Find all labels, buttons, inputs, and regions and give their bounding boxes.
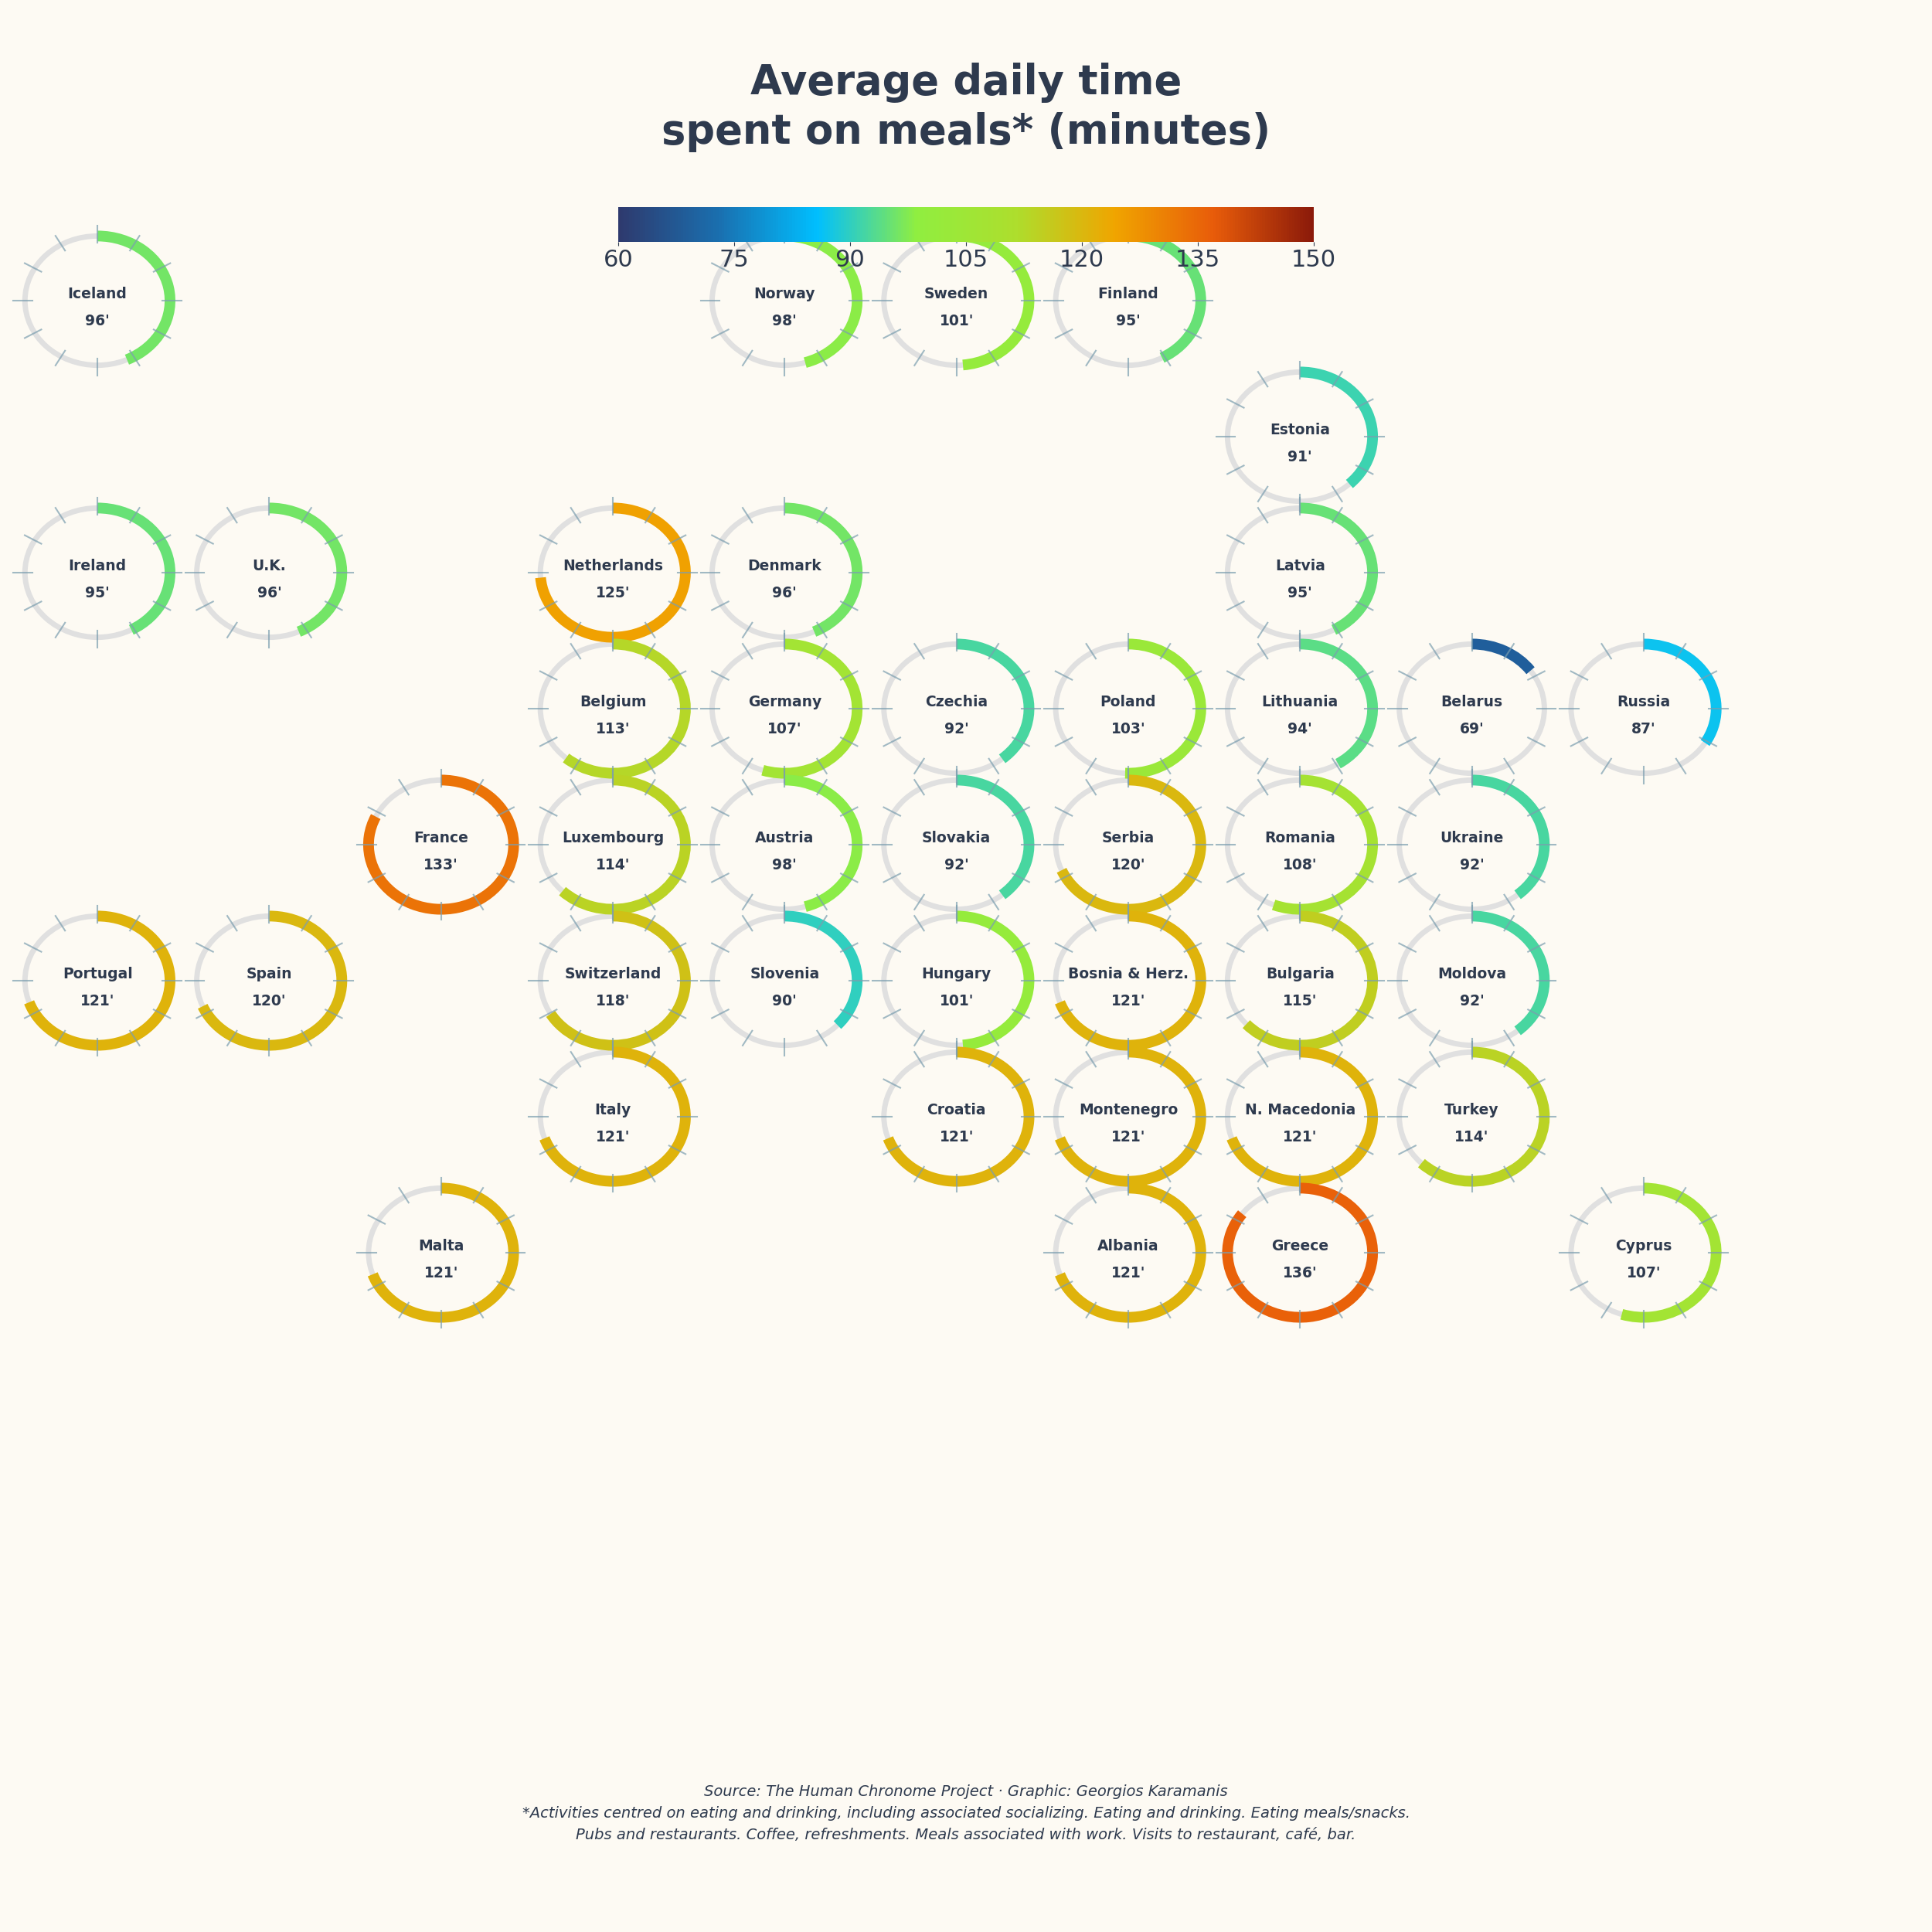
- Text: Denmark: Denmark: [748, 558, 821, 574]
- Text: 92': 92': [945, 723, 968, 736]
- Text: Poland: Poland: [1099, 694, 1155, 709]
- Text: 113': 113': [595, 723, 630, 736]
- Text: Russia: Russia: [1617, 694, 1671, 709]
- Text: 120': 120': [1111, 858, 1146, 873]
- Text: Italy: Italy: [595, 1103, 632, 1117]
- Text: 108': 108': [1283, 858, 1318, 873]
- Text: 107': 107': [767, 723, 802, 736]
- Text: 107': 107': [1627, 1265, 1662, 1281]
- Text: Moldova: Moldova: [1437, 966, 1507, 981]
- Text: Estonia: Estonia: [1269, 423, 1329, 437]
- Text: Hungary: Hungary: [922, 966, 991, 981]
- Text: Source: The Human Chronome Project · Graphic: Georgios Karamanis
*Activities cen: Source: The Human Chronome Project · Gra…: [522, 1785, 1410, 1843]
- Text: Czechia: Czechia: [925, 694, 987, 709]
- Text: Serbia: Serbia: [1101, 831, 1155, 844]
- Text: 98': 98': [773, 858, 796, 873]
- Text: 121': 121': [423, 1265, 458, 1281]
- Text: 121': 121': [939, 1130, 974, 1144]
- Text: Germany: Germany: [748, 694, 821, 709]
- Text: 95': 95': [1117, 313, 1140, 328]
- Text: 121': 121': [1283, 1130, 1318, 1144]
- Text: Croatia: Croatia: [927, 1103, 985, 1117]
- Text: 94': 94': [1289, 723, 1312, 736]
- Text: Bulgaria: Bulgaria: [1265, 966, 1335, 981]
- Text: 92': 92': [945, 858, 968, 873]
- Text: 115': 115': [1283, 993, 1318, 1009]
- Text: 95': 95': [85, 585, 110, 601]
- Text: Spain: Spain: [245, 966, 292, 981]
- Text: Ukraine: Ukraine: [1439, 831, 1503, 844]
- Text: Netherlands: Netherlands: [562, 558, 663, 574]
- Text: 91': 91': [1289, 450, 1312, 464]
- Text: Iceland: Iceland: [68, 286, 128, 301]
- Text: U.K.: U.K.: [253, 558, 286, 574]
- Text: Latvia: Latvia: [1275, 558, 1325, 574]
- Text: 121': 121': [81, 993, 114, 1009]
- Text: Average daily time
spent on meals* (minutes): Average daily time spent on meals* (minu…: [661, 62, 1271, 153]
- Text: Romania: Romania: [1265, 831, 1335, 844]
- Text: 103': 103': [1111, 723, 1146, 736]
- Text: Slovenia: Slovenia: [750, 966, 819, 981]
- Text: 125': 125': [595, 585, 630, 601]
- Text: Belgium: Belgium: [580, 694, 647, 709]
- Text: 101': 101': [939, 993, 974, 1009]
- Text: Luxembourg: Luxembourg: [562, 831, 665, 844]
- Text: Montenegro: Montenegro: [1078, 1103, 1179, 1117]
- Text: 136': 136': [1283, 1265, 1318, 1281]
- Text: France: France: [413, 831, 468, 844]
- Text: 120': 120': [251, 993, 286, 1009]
- Text: Ireland: Ireland: [68, 558, 126, 574]
- Text: Turkey: Turkey: [1445, 1103, 1499, 1117]
- Text: Lithuania: Lithuania: [1262, 694, 1339, 709]
- Text: N. Macedonia: N. Macedonia: [1244, 1103, 1356, 1117]
- Text: 96': 96': [257, 585, 282, 601]
- Text: 118': 118': [595, 993, 630, 1009]
- Text: 95': 95': [1289, 585, 1312, 601]
- Text: 114': 114': [1455, 1130, 1490, 1144]
- Text: Belarus: Belarus: [1441, 694, 1503, 709]
- Text: Albania: Albania: [1097, 1238, 1159, 1254]
- Text: Portugal: Portugal: [62, 966, 133, 981]
- Text: 98': 98': [773, 313, 796, 328]
- Text: 96': 96': [773, 585, 796, 601]
- Text: Bosnia & Herz.: Bosnia & Herz.: [1068, 966, 1188, 981]
- Text: Switzerland: Switzerland: [564, 966, 661, 981]
- Text: 96': 96': [85, 313, 110, 328]
- Text: 121': 121': [1111, 993, 1146, 1009]
- Text: 101': 101': [939, 313, 974, 328]
- Text: Norway: Norway: [753, 286, 815, 301]
- Text: 121': 121': [595, 1130, 630, 1144]
- Text: 87': 87': [1631, 723, 1656, 736]
- Text: 121': 121': [1111, 1265, 1146, 1281]
- Text: Cyprus: Cyprus: [1615, 1238, 1671, 1254]
- Text: Malta: Malta: [417, 1238, 464, 1254]
- Text: 121': 121': [1111, 1130, 1146, 1144]
- Text: Slovakia: Slovakia: [922, 831, 991, 844]
- Text: 114': 114': [595, 858, 630, 873]
- Text: Sweden: Sweden: [923, 286, 989, 301]
- Text: 90': 90': [773, 993, 796, 1009]
- Text: 69': 69': [1459, 723, 1484, 736]
- Text: 133': 133': [423, 858, 458, 873]
- Text: Austria: Austria: [755, 831, 813, 844]
- Text: 92': 92': [1459, 993, 1484, 1009]
- Text: Greece: Greece: [1271, 1238, 1329, 1254]
- Text: Finland: Finland: [1097, 286, 1159, 301]
- Text: 92': 92': [1459, 858, 1484, 873]
